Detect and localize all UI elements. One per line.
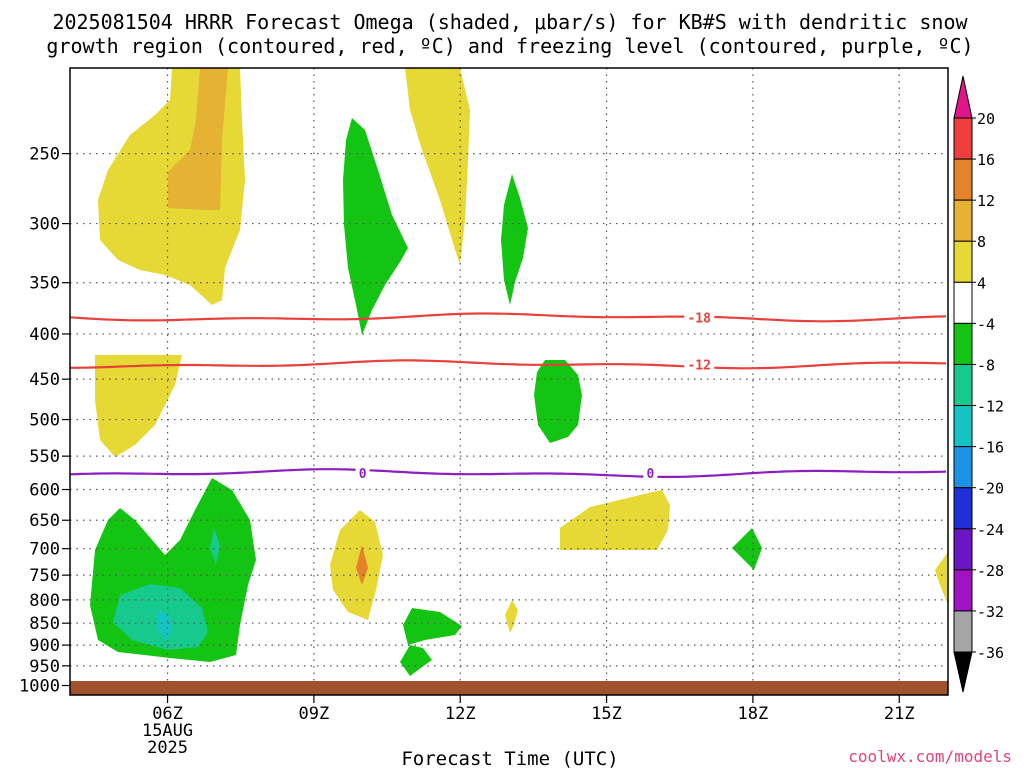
colorbar-label: -36 <box>977 644 1004 662</box>
x-tick-label: 09Z <box>299 704 330 724</box>
contour-label-bg <box>355 465 370 481</box>
grid-lines <box>70 68 948 695</box>
x-tick-label: 18Z <box>738 704 769 724</box>
colorbar-swatch <box>953 405 973 448</box>
y-tick-label: 950 <box>29 657 60 677</box>
colorbar-arrow-bottom <box>953 651 973 693</box>
colorbar-label: 16 <box>977 151 995 169</box>
y-tick-label: 400 <box>29 325 60 345</box>
y-tick-label: 250 <box>29 145 60 165</box>
plot-frame <box>69 67 949 696</box>
colorbar-label: -24 <box>977 521 1004 539</box>
colorbar-label: 12 <box>977 192 995 210</box>
colorbar-swatch <box>953 610 973 653</box>
x-tick-year: 2025 <box>147 738 188 758</box>
omega-region-negative <box>343 118 408 335</box>
x-tick-date: 15AUG <box>142 721 193 741</box>
colorbar-swatch <box>953 363 973 407</box>
colorbar-swatch <box>953 281 973 324</box>
y-tick-label: 450 <box>29 370 60 390</box>
x-axis-label: Forecast Time (UTC) <box>401 748 618 768</box>
omega-region-negative <box>534 360 582 443</box>
omega-region-positive-strong <box>168 68 228 210</box>
y-tick-label: 750 <box>29 566 60 586</box>
contour-label: 0 <box>647 467 655 482</box>
colorbar-label: 20 <box>977 110 995 128</box>
colorbar: 20 16 12 8 4 -4 -8 -12 -16 -20 -24 -28 -32 -36 <box>953 75 1004 693</box>
contour-label-bg <box>643 465 658 481</box>
x-tick-label: 15Z <box>591 704 622 724</box>
colorbar-label: -20 <box>977 480 1004 498</box>
y-tick-label: 350 <box>29 274 60 294</box>
colorbar-label: -12 <box>977 398 1004 416</box>
y-tick-label: 700 <box>29 540 60 560</box>
x-tick-label: 21Z <box>884 704 915 724</box>
omega-region-positive <box>95 355 182 457</box>
colorbar-label: -32 <box>977 603 1004 621</box>
y-tick-label: 900 <box>29 636 60 656</box>
colorbar-swatch <box>953 117 973 160</box>
colorbar-swatch <box>953 199 973 242</box>
contour-line <box>69 312 947 323</box>
omega-region-negative <box>400 645 432 676</box>
colorbar-swatch <box>953 528 973 571</box>
y-tick-label: 800 <box>29 591 60 611</box>
chart-title-line2: growth region (contoured, red, ºC) and f… <box>46 34 973 58</box>
colorbar-label: -4 <box>977 315 995 333</box>
omega-region-positive <box>330 510 383 620</box>
y-tick-label: 1000 <box>19 677 60 697</box>
x-tick-label: 12Z <box>445 704 476 724</box>
colorbar-swatch <box>953 487 973 530</box>
surface-ground <box>70 681 948 695</box>
colorbar-label: -16 <box>977 439 1004 457</box>
contour-label: -12 <box>687 358 710 373</box>
colorbar-label: -8 <box>977 356 995 374</box>
omega-region-positive <box>505 600 518 633</box>
omega-region-positive <box>935 552 948 605</box>
y-tick-label: 600 <box>29 481 60 501</box>
contour-label-bg <box>684 356 715 372</box>
y-tick-label: 850 <box>29 614 60 634</box>
omega-region-negative-strong <box>210 528 220 565</box>
omega-region-positive <box>560 490 670 550</box>
omega-region-positive <box>405 68 470 265</box>
omega-shading <box>90 68 948 676</box>
colorbar-label: 4 <box>977 274 986 292</box>
colorbar-swatch <box>953 322 973 365</box>
y-tick-label: 650 <box>29 511 60 531</box>
y-tick-label: 550 <box>29 447 60 467</box>
colorbar-swatch <box>953 446 973 489</box>
contour-label: -18 <box>687 311 711 326</box>
omega-region-positive-strong <box>356 545 368 585</box>
y-tick-label: 500 <box>29 411 60 431</box>
omega-region-negative <box>403 608 462 645</box>
colorbar-label: 8 <box>977 233 986 251</box>
contour-label-bg <box>684 309 715 325</box>
omega-region-negative <box>501 174 528 305</box>
y-tick-label: 300 <box>29 215 60 235</box>
contour-line <box>70 359 947 370</box>
colorbar-swatch <box>953 569 973 612</box>
contour-label: 0 <box>359 467 367 482</box>
contour-line <box>69 468 947 478</box>
colorbar-swatch <box>953 158 973 201</box>
chart-title-line1: 2025081504 HRRR Forecast Omega (shaded, … <box>52 10 968 34</box>
y-axis: 2503003504004505005506006507007508008509… <box>19 145 70 697</box>
x-tick-label: 06Z <box>152 704 183 724</box>
colorbar-swatch <box>953 240 973 283</box>
colorbar-label: -28 <box>977 562 1004 580</box>
watermark: coolwx.com/models <box>848 747 1012 766</box>
colorbar-arrow-top <box>953 75 973 119</box>
temperature-contours: -18 -12 0 0 <box>69 309 947 482</box>
omega-region-negative-stronger <box>158 610 172 640</box>
plot-area: -18 -12 0 0 <box>69 67 949 696</box>
